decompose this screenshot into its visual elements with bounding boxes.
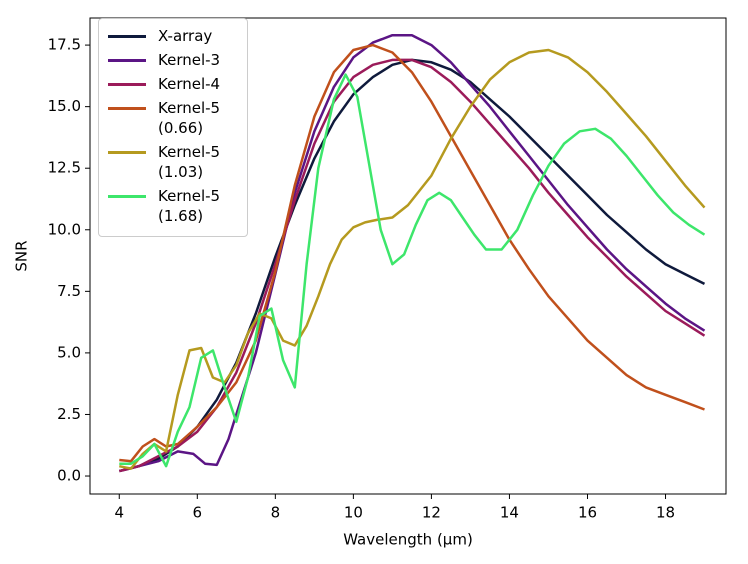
y-tick-label: 2.5 bbox=[57, 405, 81, 423]
legend-item: X-array bbox=[99, 26, 247, 46]
legend-item: Kernel-5 (1.68) bbox=[99, 186, 247, 226]
x-tick-label: 4 bbox=[114, 504, 124, 522]
x-tick-label: 12 bbox=[422, 504, 441, 522]
legend-label: Kernel-5 (0.66) bbox=[158, 99, 221, 137]
legend-label: Kernel-5 (1.68) bbox=[158, 187, 221, 225]
legend-swatch bbox=[108, 35, 146, 38]
legend-item: Kernel-4 bbox=[99, 74, 247, 94]
legend-label: Kernel-4 bbox=[158, 75, 221, 93]
y-tick-label: 17.5 bbox=[48, 36, 81, 54]
legend-swatch bbox=[108, 195, 146, 198]
x-tick-label: 16 bbox=[578, 504, 597, 522]
y-tick-label: 0.0 bbox=[57, 467, 81, 485]
legend-item: Kernel-5 (1.03) bbox=[99, 142, 247, 182]
legend-swatch bbox=[108, 107, 146, 110]
plot-frame bbox=[89, 17, 727, 495]
legend-swatch bbox=[108, 151, 146, 154]
x-tick-label: 10 bbox=[344, 504, 363, 522]
legend-label: X-array bbox=[158, 27, 213, 45]
legend-item: Kernel-5 (0.66) bbox=[99, 98, 247, 138]
y-axis-label: SNR bbox=[13, 240, 31, 271]
y-tick-label: 10.0 bbox=[48, 220, 81, 238]
y-tick-label: 15.0 bbox=[48, 97, 81, 115]
x-tick-label: 18 bbox=[656, 504, 675, 522]
series-line bbox=[119, 43, 705, 463]
x-tick-label: 6 bbox=[193, 504, 203, 522]
series-line bbox=[119, 48, 706, 470]
x-tick-label: 14 bbox=[500, 504, 519, 522]
legend-swatch bbox=[108, 83, 146, 86]
series-line bbox=[118, 33, 706, 473]
legend: X-array Kernel-3 Kernel-4 Kernel-5 (0.66) Ke… bbox=[98, 18, 248, 237]
x-axis-label: Wavelength (μm) bbox=[343, 531, 473, 549]
y-tick-label: 5.0 bbox=[57, 343, 81, 361]
legend-label: Kernel-3 bbox=[158, 51, 221, 69]
y-tick-label: 12.5 bbox=[48, 159, 81, 177]
series-line bbox=[119, 73, 706, 468]
legend-item: Kernel-3 bbox=[99, 50, 247, 70]
y-tick-label: 7.5 bbox=[57, 282, 81, 300]
legend-label: Kernel-5 (1.03) bbox=[158, 143, 221, 181]
legend-swatch bbox=[108, 59, 146, 62]
x-tick-label: 8 bbox=[271, 504, 281, 522]
